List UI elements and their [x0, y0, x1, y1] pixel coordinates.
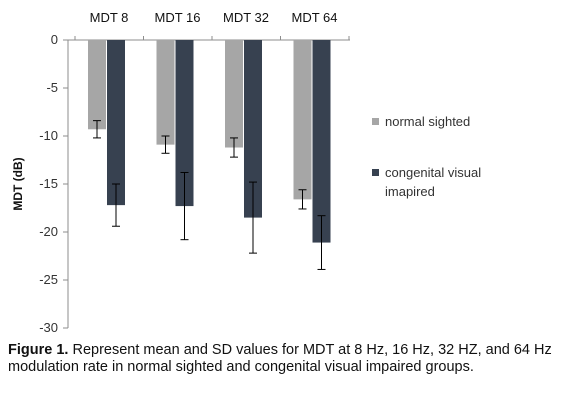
caption-label: Figure 1.: [8, 342, 69, 358]
y-tick-label: -15: [39, 176, 58, 191]
legend-label-normal-sighted: normal sighted: [385, 114, 470, 129]
bar-normal-sighted: [225, 40, 243, 148]
category-label: MDT 32: [223, 10, 269, 25]
bar-normal-sighted: [88, 40, 106, 130]
category-label: MDT 16: [155, 10, 201, 25]
bar-congenital-visual-impaired: [107, 40, 125, 206]
bar-congenital-visual-impaired: [244, 40, 262, 218]
y-tick-label: 0: [51, 32, 58, 47]
bar-congenital-visual-impaired: [175, 40, 194, 207]
caption-text: Represent mean and SD values for MDT at …: [8, 342, 552, 375]
legend-swatch-congenital-visual-impaired: [372, 169, 379, 176]
y-tick-label: -25: [39, 272, 58, 287]
bar-normal-sighted: [293, 40, 312, 200]
figure-caption: Figure 1. Represent mean and SD values f…: [8, 342, 560, 376]
y-tick-label: -5: [46, 80, 58, 95]
y-tick-label: -20: [39, 224, 58, 239]
legend-swatch-normal-sighted: [372, 118, 379, 125]
category-label: MDT 64: [292, 10, 338, 25]
bar-chart: 0 -5 -10 -15 -20 -25 -30 MDT 8 MDT 16 MDT 32 MDT 6…: [11, 10, 481, 335]
category-label: MDT 8: [90, 10, 129, 25]
legend-label-congenital-visual-impaired-line1: congenital visual: [385, 165, 481, 180]
y-axis-label: MDT (dB): [11, 157, 25, 210]
bar-normal-sighted: [156, 40, 175, 145]
y-tick-label: -30: [39, 320, 58, 335]
legend-label-congenital-visual-impaired-line2: imapired: [385, 184, 435, 199]
y-tick-label: -10: [39, 128, 58, 143]
bar-congenital-visual-impaired: [312, 40, 331, 243]
